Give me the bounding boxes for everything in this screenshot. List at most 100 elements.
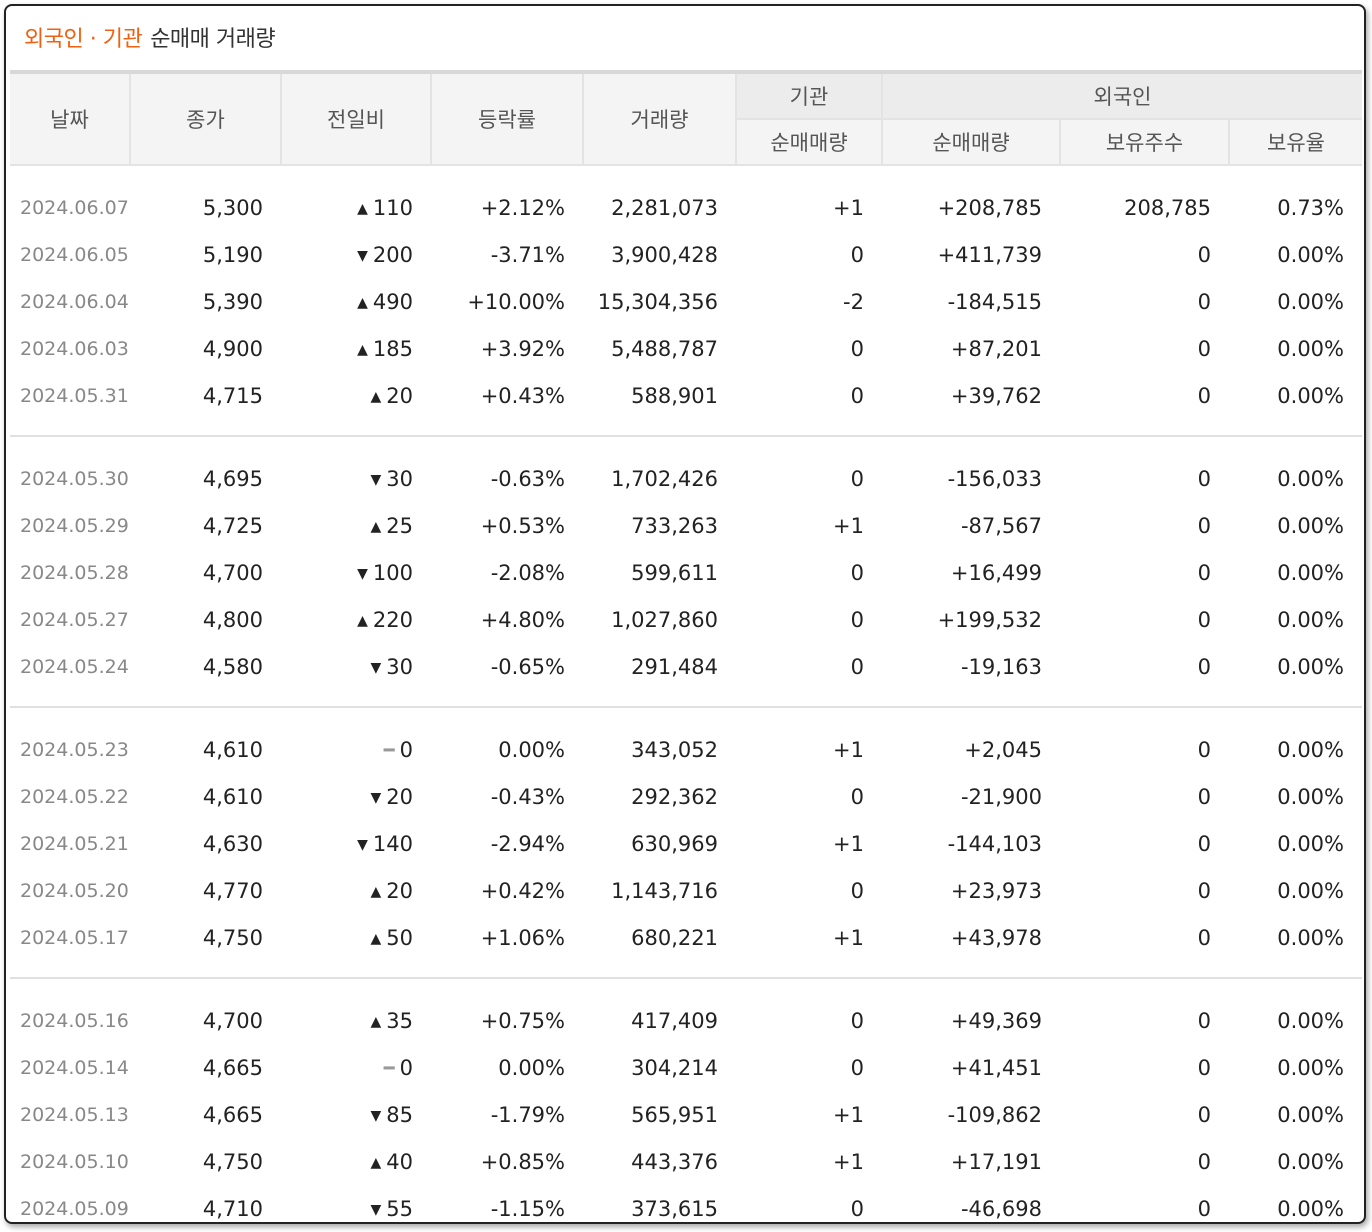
title-rest: 순매매 거래량 xyxy=(150,27,276,52)
cell-change: ▼ 30 xyxy=(281,455,431,502)
cell-holding-ratio: 0.00% xyxy=(1277,513,1344,538)
cell-inst-net: 0 xyxy=(850,242,864,267)
cell-volume: 304,214 xyxy=(631,1055,718,1080)
triangle-down-icon: ▼ xyxy=(357,247,368,264)
change-value: 110 xyxy=(372,195,413,220)
cell-rate: +0.85% xyxy=(480,1149,565,1174)
triangle-down-icon: ▼ xyxy=(370,789,382,806)
cell-rate: -3.71% xyxy=(490,242,565,267)
header-foreign-group: 외국인 xyxy=(881,70,1362,120)
cell-holding-ratio: 0.00% xyxy=(1277,383,1344,408)
cell-foreign-net: +43,978 xyxy=(950,925,1042,950)
triangle-down-icon: ▼ xyxy=(370,1201,382,1218)
cell-volume: 588,901 xyxy=(631,383,718,408)
cell-close: 4,750 xyxy=(202,925,263,950)
cell-inst-net: +1 xyxy=(833,1149,864,1174)
change-value: 85 xyxy=(386,1102,413,1127)
cell-holding-ratio: 0.00% xyxy=(1277,925,1344,950)
cell-inst-net: +1 xyxy=(833,513,864,538)
trading-table: 날짜 종가 전일비 등락률 거래량 기관 외국인 순매매량 순매매량 보유주수 … xyxy=(10,70,1362,1222)
cell-change: ▲ 20 xyxy=(281,372,431,419)
cell-volume: 630,969 xyxy=(631,831,718,856)
triangle-down-icon: ▼ xyxy=(357,565,368,582)
cell-holding-ratio: 0.00% xyxy=(1277,336,1344,361)
change-value: 55 xyxy=(386,1196,413,1221)
table-row: 2024.05.27 4,800 ▲ 220 +4.80% 1,027,860 0 +199,… xyxy=(10,596,1362,643)
cell-holding-ratio: 0.73% xyxy=(1277,195,1344,220)
cell-holding-ratio: 0.00% xyxy=(1277,289,1344,314)
cell-close: 4,665 xyxy=(202,1055,263,1080)
table-row: 2024.05.10 4,750 ▲ 40 +0.85% 443,376 +1 +17,191… xyxy=(10,1138,1362,1185)
cell-holding-ratio: 0.00% xyxy=(1277,737,1344,762)
cell-change: ▼ 100 xyxy=(281,549,431,596)
cell-change: ▲ 220 xyxy=(281,596,431,643)
change-value: 220 xyxy=(372,607,413,632)
cell-holding-ratio: 0.00% xyxy=(1277,466,1344,491)
cell-date: 2024.05.30 xyxy=(20,467,129,490)
cell-foreign-net: -144,103 xyxy=(947,831,1042,856)
cell-change: ▲ 490 xyxy=(281,278,431,325)
triangle-up-icon: ▲ xyxy=(370,1013,382,1030)
cell-inst-net: +1 xyxy=(833,195,864,220)
change-value: 490 xyxy=(372,289,413,314)
cell-rate: +0.43% xyxy=(480,383,565,408)
cell-foreign-net: -21,900 xyxy=(960,784,1042,809)
cell-rate: -2.08% xyxy=(490,560,565,585)
cell-date: 2024.05.09 xyxy=(20,1197,129,1220)
cell-holding-ratio: 0.00% xyxy=(1277,831,1344,856)
cell-rate: +1.06% xyxy=(480,925,565,950)
cell-change: ━ 0 xyxy=(281,1044,431,1091)
cell-date: 2024.05.16 xyxy=(20,1009,129,1032)
cell-holdings: 0 xyxy=(1197,242,1211,267)
table-row: 2024.05.28 4,700 ▼ 100 -2.08% 599,611 0 +16,499… xyxy=(10,549,1362,596)
cell-foreign-net: -184,515 xyxy=(947,289,1042,314)
cell-date: 2024.05.22 xyxy=(20,785,129,808)
group-spacer xyxy=(10,707,1362,726)
cell-foreign-net: +2,045 xyxy=(964,737,1042,762)
cell-date: 2024.05.20 xyxy=(20,879,129,902)
table-row: 2024.06.07 5,300 ▲ 110 +2.12% 2,281,073 +1 +208… xyxy=(10,184,1362,231)
cell-inst-net: 0 xyxy=(850,383,864,408)
cell-volume: 599,611 xyxy=(631,560,718,585)
cell-inst-net: 0 xyxy=(850,466,864,491)
cell-volume: 3,900,428 xyxy=(611,242,718,267)
table-row: 2024.05.31 4,715 ▲ 20 +0.43% 588,901 0 +39,762 0… xyxy=(10,372,1362,419)
cell-rate: +3.92% xyxy=(480,336,565,361)
cell-holdings: 0 xyxy=(1197,1055,1211,1080)
change-value: 40 xyxy=(386,1149,413,1174)
cell-foreign-net: +49,369 xyxy=(950,1008,1042,1033)
cell-inst-net: +1 xyxy=(833,831,864,856)
triangle-down-icon: ▼ xyxy=(370,659,382,676)
cell-volume: 373,615 xyxy=(631,1196,718,1221)
cell-close: 4,750 xyxy=(202,1149,263,1174)
cell-change: ▲ 185 xyxy=(281,325,431,372)
cell-change: ━ 0 xyxy=(281,726,431,773)
table-row: 2024.05.16 4,700 ▲ 35 +0.75% 417,409 0 +49,369 0… xyxy=(10,997,1362,1044)
trading-panel: 외국인 · 기관 순매매 거래량 날짜 종가 전일비 등락률 거래량 기관 외국… xyxy=(4,4,1366,1224)
cell-holding-ratio: 0.00% xyxy=(1277,1149,1344,1174)
triangle-up-icon: ▲ xyxy=(357,612,368,629)
cell-holding-ratio: 0.00% xyxy=(1277,607,1344,632)
cell-volume: 291,484 xyxy=(631,654,718,679)
cell-volume: 292,362 xyxy=(631,784,718,809)
cell-holding-ratio: 0.00% xyxy=(1277,560,1344,585)
table-row: 2024.05.30 4,695 ▼ 30 -0.63% 1,702,426 0 -156,0… xyxy=(10,455,1362,502)
header-rate: 등락률 xyxy=(430,70,583,166)
cell-close: 5,190 xyxy=(202,242,263,267)
header-volume: 거래량 xyxy=(582,70,736,166)
header-inst-net: 순매매량 xyxy=(735,119,882,166)
cell-change: ▼ 55 xyxy=(281,1185,431,1222)
cell-volume: 733,263 xyxy=(631,513,718,538)
cell-close: 5,390 xyxy=(202,289,263,314)
cell-change: ▲ 25 xyxy=(281,502,431,549)
group-spacer xyxy=(10,978,1362,997)
header-holding-ratio: 보유율 xyxy=(1228,119,1362,166)
header-institution-group: 기관 xyxy=(735,70,882,120)
cell-rate: -0.65% xyxy=(490,654,565,679)
cell-close: 5,300 xyxy=(202,195,263,220)
table-row: 2024.06.05 5,190 ▼ 200 -3.71% 3,900,428 0 +411,… xyxy=(10,231,1362,278)
cell-date: 2024.05.21 xyxy=(20,832,129,855)
cell-foreign-net: -46,698 xyxy=(960,1196,1042,1221)
cell-holdings: 0 xyxy=(1197,1149,1211,1174)
cell-rate: +0.42% xyxy=(480,878,565,903)
